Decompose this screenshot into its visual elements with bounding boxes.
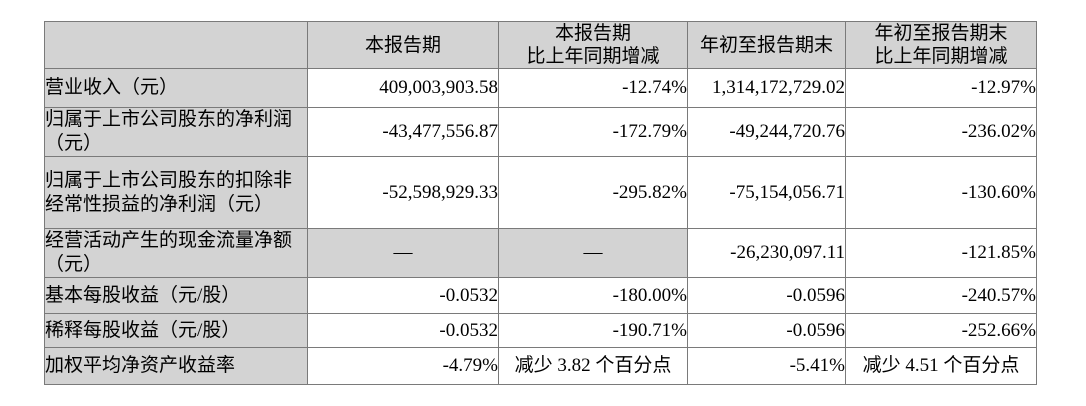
value-cell: -12.74% [498, 68, 688, 108]
row-label-cell: 稀释每股收益（元/股） [44, 313, 308, 348]
table-row: 归属于上市公司股东的净利润（元） -43,477,556.87 -172.79% -4… [44, 107, 1037, 157]
value-cell: — [498, 228, 688, 278]
row-label-cell: 营业收入（元） [44, 68, 308, 108]
value-cell: -26,230,097.11 [687, 228, 846, 278]
value-cell: -180.00% [498, 277, 688, 314]
value-cell: 409,003,903.58 [307, 68, 499, 108]
header-line: 年初至报告期末 [699, 34, 833, 56]
value-cell: -49,244,720.76 [687, 107, 846, 157]
table-row: 归属于上市公司股东的扣除非经常性损益的净利润（元） -52,598,929.33-… [44, 156, 1037, 229]
row-label-cell: 归属于上市公司股东的扣除非经常性损益的净利润（元） [44, 156, 308, 229]
value-cell: 减少 3.82 个百分点 [498, 347, 688, 385]
header-line: 本报告期 [364, 34, 441, 56]
row-label-cell: 加权平均净资产收益率 [44, 347, 308, 385]
row-label-cell: 经营活动产生的现金流量净额（元） [44, 228, 308, 278]
table-row: 营业收入（元） 409,003,903.58 -12.74% 1,314,172,72… [44, 68, 1037, 108]
value-cell: -236.02% [845, 107, 1037, 157]
table-row: 基本每股收益（元/股） -0.0532 -180.00% -0.0596 -240.57… [44, 277, 1037, 314]
table-header-row: 本报告期 本报告期 比上年同期增减 年初至报告期末 年初至报告期末 比上年同期增… [44, 21, 1037, 69]
row-label-cell: 基本每股收益（元/股） [44, 277, 308, 314]
header-ytd-change: 年初至报告期末 比上年同期增减 [845, 21, 1037, 69]
value-cell: -121.85% [845, 228, 1037, 278]
header-ytd: 年初至报告期末 [687, 21, 846, 69]
header-line: 比上年同期增减 [874, 46, 1008, 67]
value-cell: -295.82% [498, 156, 688, 229]
header-current-period-change: 本报告期 比上年同期增减 [498, 21, 688, 69]
value-cell: -43,477,556.87 [307, 107, 499, 157]
value-cell: -0.0596 [687, 313, 846, 348]
value-cell: 1,314,172,729.02 [687, 68, 846, 108]
table-row: 加权平均净资产收益率 -4.79% 减少 3.82 个百分点 -5.41% 减少 4.5… [44, 347, 1037, 385]
value-cell: -12.97% [845, 68, 1037, 108]
value-cell: -75,154,056.71 [687, 156, 846, 229]
header-blank-cell [44, 21, 308, 69]
value-cell: -130.60% [845, 156, 1037, 229]
value-cell: — [307, 228, 499, 278]
value-cell: -240.57% [845, 277, 1037, 314]
header-current-period: 本报告期 [307, 21, 499, 69]
header-line: 本报告期 [554, 23, 631, 44]
value-cell: -0.0532 [307, 277, 499, 314]
financial-summary-table: 本报告期 本报告期 比上年同期增减 年初至报告期末 年初至报告期末 比上年同期增… [44, 21, 1037, 385]
value-cell: -0.0596 [687, 277, 846, 314]
value-cell: -4.79% [307, 347, 499, 385]
header-line: 比上年同期增减 [526, 46, 660, 67]
header-line: 年初至报告期末 [874, 23, 1008, 44]
table-row: 稀释每股收益（元/股） -0.0532 -190.71% -0.0596 -252.66… [44, 313, 1037, 348]
row-label-cell: 归属于上市公司股东的净利润（元） [44, 107, 308, 157]
value-cell: -190.71% [498, 313, 688, 348]
value-cell: 减少 4.51 个百分点 [845, 347, 1037, 385]
value-cell: -5.41% [687, 347, 846, 385]
table-row: 经营活动产生的现金流量净额（元） — — -26,230,097.11 -121.85% [44, 228, 1037, 278]
value-cell: -172.79% [498, 107, 688, 157]
value-cell: -0.0532 [307, 313, 499, 348]
value-cell: -252.66% [845, 313, 1037, 348]
value-cell: -52,598,929.33 [307, 156, 499, 229]
